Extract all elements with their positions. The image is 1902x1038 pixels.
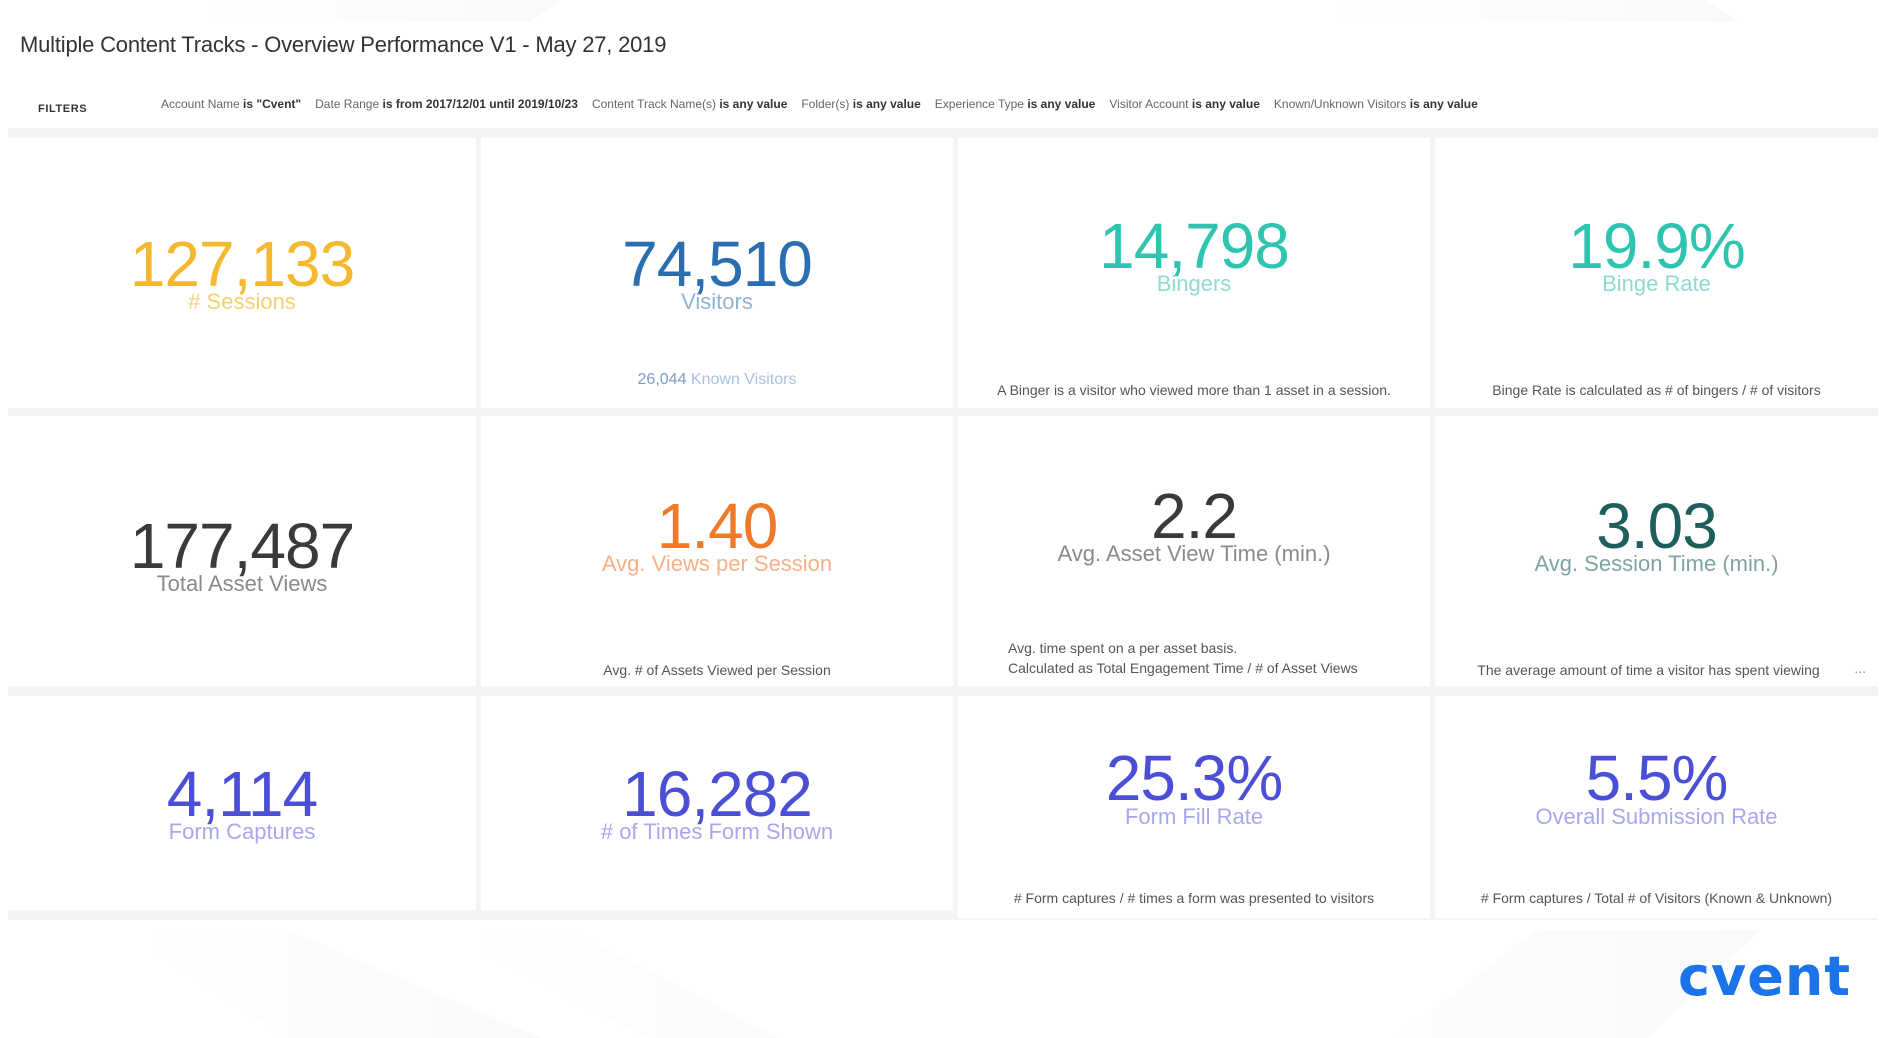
tile-value: 74,510 bbox=[622, 228, 813, 300]
tile-avg-session-time[interactable]: 3.03 Avg. Session Time (min.) The averag… bbox=[1435, 416, 1878, 686]
tile-note: Binge Rate is calculated as # of bingers… bbox=[1492, 382, 1821, 398]
tile-label: Total Asset Views bbox=[156, 571, 328, 596]
tile-value: 25.3% bbox=[1105, 742, 1283, 814]
tile-label: Bingers bbox=[1156, 271, 1232, 296]
tile-times-form-shown[interactable]: 16,282 # of Times Form Shown bbox=[481, 696, 953, 910]
tile-label: Binge Rate bbox=[1602, 271, 1711, 296]
known-visitors-label: Known Visitors bbox=[690, 371, 797, 388]
tile-note: # Form captures / # times a form was pre… bbox=[1013, 890, 1375, 906]
filter-account-name[interactable]: Account Name is "Cvent" bbox=[161, 97, 302, 111]
tile-visitors[interactable]: 74,510 Visitors 26,044 Known Visitors bbox=[481, 138, 953, 408]
tile-note: Avg. # of Assets Viewed per Session bbox=[603, 662, 831, 678]
tile-bingers[interactable]: 14,798 Bingers A Binger is a visitor who… bbox=[958, 138, 1430, 408]
tile-note-line: Avg. time spent on a per asset basis. bbox=[1008, 640, 1238, 656]
tile-value: 3.03 bbox=[1596, 490, 1718, 562]
known-visitors-subtext: 26,044 Known Visitors bbox=[481, 368, 953, 391]
filter-visitor-account[interactable]: Visitor Account is any value bbox=[1109, 97, 1260, 111]
tile-label: Avg. Views per Session bbox=[601, 551, 833, 576]
tile-label: Overall Submission Rate bbox=[1535, 804, 1778, 829]
tile-value: 14,798 bbox=[1099, 210, 1290, 282]
tile-form-captures[interactable]: 4,114 Form Captures bbox=[8, 696, 476, 910]
tile-value: 4,114 bbox=[166, 758, 318, 830]
tile-label: # of Times Form Shown bbox=[600, 819, 834, 844]
tile-value: 177,487 bbox=[129, 510, 355, 582]
tile-binge-rate[interactable]: 19.9% Binge Rate Binge Rate is calculate… bbox=[1435, 138, 1878, 408]
tile-label: # Sessions bbox=[188, 289, 296, 314]
tile-label: Form Fill Rate bbox=[1124, 804, 1264, 829]
tile-avg-asset-view-time[interactable]: 2.2 Avg. Asset View Time (min.) Avg. tim… bbox=[958, 416, 1430, 686]
tile-note: A Binger is a visitor who viewed more th… bbox=[997, 382, 1391, 398]
tile-avg-views-per-session[interactable]: 1.40 Avg. Views per Session Avg. # of As… bbox=[481, 416, 953, 686]
tile-value: 127,133 bbox=[129, 228, 355, 300]
background-decoration bbox=[1396, 930, 1760, 1038]
filters-list: Account Name is "Cvent" Date Range is fr… bbox=[161, 97, 1478, 111]
filters-bar[interactable]: FILTERS Account Name is "Cvent" Date Ran… bbox=[0, 92, 1902, 120]
tile-label: Visitors bbox=[681, 289, 753, 314]
known-visitors-value: 26,044 bbox=[637, 371, 687, 388]
filter-content-track-name[interactable]: Content Track Name(s) is any value bbox=[591, 97, 788, 111]
tile-value: 1.40 bbox=[656, 490, 779, 562]
tile-value: 5.5% bbox=[1585, 742, 1729, 814]
tile-note-line: Calculated as Total Engagement Time / # … bbox=[1008, 660, 1358, 677]
tile-label: Avg. Session Time (min.) bbox=[1534, 551, 1779, 576]
background-decoration bbox=[180, 0, 560, 22]
filter-date-range[interactable]: Date Range is from 2017/12/01 until 2019… bbox=[315, 97, 578, 111]
tile-value: 16,282 bbox=[622, 758, 813, 830]
tile-sessions[interactable]: 127,133 # Sessions bbox=[8, 138, 476, 408]
filter-folder[interactable]: Folder(s) is any value bbox=[801, 97, 921, 111]
tile-value: 19.9% bbox=[1568, 210, 1745, 282]
tile-value: 2.2 bbox=[1151, 480, 1238, 552]
filters-label[interactable]: FILTERS bbox=[38, 103, 88, 115]
tile-note: # Form captures / Total # of Visitors (K… bbox=[1480, 890, 1833, 906]
tile-note: Avg. time spent on a per asset basis. Ca… bbox=[1008, 638, 1430, 679]
tile-label: Form Captures bbox=[168, 819, 316, 844]
tile-note: The average amount of time a visitor has… bbox=[1477, 662, 1820, 678]
cvent-logo: cvent bbox=[1678, 945, 1852, 1008]
tile-overall-submission-rate[interactable]: 5.5% Overall Submission Rate # Form capt… bbox=[1435, 696, 1878, 918]
more-text-ellipsis[interactable]: ... bbox=[1854, 660, 1866, 676]
filter-experience-type[interactable]: Experience Type is any value bbox=[934, 97, 1096, 111]
tile-total-asset-views[interactable]: 177,487 Total Asset Views bbox=[8, 416, 476, 686]
background-decoration bbox=[440, 930, 778, 1038]
tile-form-fill-rate[interactable]: 25.3% Form Fill Rate # Form captures / #… bbox=[958, 696, 1430, 918]
dashboard-title: Multiple Content Tracks - Overview Perfo… bbox=[20, 32, 667, 57]
background-decoration bbox=[1300, 0, 1740, 22]
filter-known-unknown-visitors[interactable]: Known/Unknown Visitors is any value bbox=[1273, 97, 1478, 111]
tile-label: Avg. Asset View Time (min.) bbox=[1057, 541, 1331, 566]
